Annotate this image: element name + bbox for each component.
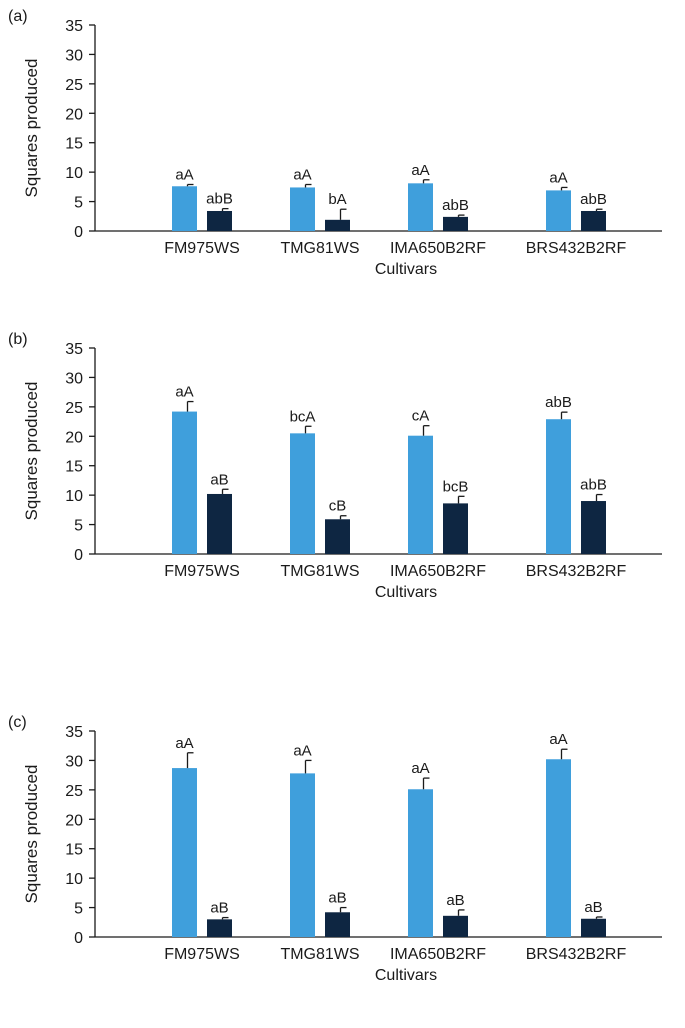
chart-0-y-tick-label: 0: [74, 224, 83, 241]
chart-1-data-label-s1-2: bcB: [443, 478, 469, 495]
chart-0-bar-s1-2: [443, 216, 468, 231]
chart-2-y-tick-label: 0: [74, 930, 83, 947]
chart-0-y-tick-label: 15: [65, 136, 83, 153]
chart-2-data-label-s0-3: aA: [549, 731, 567, 748]
chart-1-data-label-s1-0: aB: [210, 471, 228, 488]
chart-1-bar-s1-2: [443, 503, 468, 554]
chart-2-bar-s1-3: [581, 918, 606, 937]
chart-0-x-axis-title: Cultivars: [375, 261, 437, 278]
chart-1-bar-s0-2: [408, 435, 433, 554]
chart-1-x-axis-title: Cultivars: [375, 584, 437, 601]
chart-1-y-tick-label: 25: [65, 400, 83, 417]
chart-2-y-tick-label: 20: [65, 812, 83, 829]
chart-1-y-tick-label: 35: [65, 341, 83, 358]
chart-2-data-label-s0-2: aA: [411, 760, 429, 777]
chart-0-y-tick-label: 35: [65, 18, 83, 35]
chart-1-bar-s1-1: [325, 519, 350, 554]
chart-0-y-tick-label: 10: [65, 165, 83, 182]
chart-0-data-label-s1-3: abB: [580, 191, 607, 208]
chart-2-bar-s1-0: [207, 919, 232, 937]
chart-0-x-tick-label: FM975WS: [164, 240, 240, 257]
chart-1-y-tick-label: 15: [65, 459, 83, 476]
chart-2-y-tick-label: 35: [65, 724, 83, 741]
chart-1-x-tick-label: TMG81WS: [280, 563, 359, 580]
chart-0-panel-label: (a): [8, 8, 28, 25]
chart-2-data-label-s0-1: aA: [293, 742, 311, 759]
chart-2-x-tick-label: BRS432B2RF: [526, 946, 627, 963]
chart-2-bar-s1-1: [325, 912, 350, 937]
chart-1-x-tick-label: FM975WS: [164, 563, 240, 580]
chart-0-bar-s1-0: [207, 210, 232, 231]
chart-2-bar-s0-0: [172, 768, 197, 937]
chart-1-bar-s0-3: [546, 419, 571, 554]
chart-0-bar-s0-1: [290, 187, 315, 231]
chart-1-data-label-s0-0: aA: [175, 384, 193, 401]
chart-0-y-tick-label: 30: [65, 47, 83, 64]
chart-1-bar-s1-0: [207, 493, 232, 554]
chart-1-bar-s0-0: [172, 411, 197, 554]
chart-0-bar-s0-0: [172, 186, 197, 231]
chart-0-bar-s0-3: [546, 190, 571, 231]
chart-0-bar-s0-2: [408, 183, 433, 231]
chart-0-data-label-s1-2: abB: [442, 197, 469, 214]
chart-0-data-label-s1-1: bA: [328, 191, 346, 208]
chart-0-data-label-s1-0: abB: [206, 191, 233, 208]
chart-0-bar-s1-1: [325, 219, 350, 231]
chart-0-data-label-s0-0: aA: [175, 167, 193, 184]
chart-1-panel-label: (b): [8, 331, 28, 348]
chart-2-y-tick-label: 25: [65, 783, 83, 800]
chart-1-y-tick-label: 10: [65, 488, 83, 505]
chart-1-data-label-s0-3: abB: [545, 394, 572, 411]
chart-2-y-axis-title: Squares produced: [22, 765, 41, 904]
chart-1-data-label-s0-2: cA: [412, 408, 430, 425]
chart-0-x-tick-label: IMA650B2RF: [390, 240, 486, 257]
chart-2-data-label-s0-0: aA: [175, 735, 193, 752]
chart-0-y-tick-label: 20: [65, 106, 83, 123]
chart-0-y-tick-label: 5: [74, 195, 83, 212]
chart-1-x-tick-label: BRS432B2RF: [526, 563, 627, 580]
chart-2-bar-s0-2: [408, 789, 433, 937]
chart-0-x-tick-label: BRS432B2RF: [526, 240, 627, 257]
chart-2-data-label-s1-2: aB: [446, 892, 464, 909]
chart-1-data-label-s1-1: cB: [329, 498, 347, 515]
chart-2-x-axis-title: Cultivars: [375, 967, 437, 984]
chart-2-y-tick-label: 10: [65, 871, 83, 888]
chart-0-data-label-s0-1: aA: [293, 167, 311, 184]
chart-2-bar-s0-1: [290, 773, 315, 937]
chart-1-data-label-s0-1: bcA: [290, 408, 316, 425]
chart-0-data-label-s0-2: aA: [411, 162, 429, 179]
chart-1-y-tick-label: 20: [65, 429, 83, 446]
chart-1-y-tick-label: 30: [65, 370, 83, 387]
chart-2-panel-label: (c): [8, 714, 27, 731]
chart-2-data-label-s1-0: aB: [210, 900, 228, 917]
chart-2-x-tick-label: TMG81WS: [280, 946, 359, 963]
chart-1-bar-s1-3: [581, 501, 606, 554]
chart-0-x-tick-label: TMG81WS: [280, 240, 359, 257]
chart-2-data-label-s1-3: aB: [584, 899, 602, 916]
chart-1-bar-s0-1: [290, 433, 315, 554]
chart-2-bar-s0-3: [546, 759, 571, 937]
chart-0-bar-s1-3: [581, 210, 606, 231]
chart-1-y-tick-label: 0: [74, 547, 83, 564]
chart-2-x-tick-label: FM975WS: [164, 946, 240, 963]
chart-0-y-tick-label: 25: [65, 77, 83, 94]
chart-1-y-axis-title: Squares produced: [22, 382, 41, 521]
chart-2-y-tick-label: 15: [65, 842, 83, 859]
chart-2-data-label-s1-1: aB: [328, 890, 346, 907]
chart-2-bar-s1-2: [443, 915, 468, 937]
chart-1-y-tick-label: 5: [74, 518, 83, 535]
chart-1-data-label-s1-3: abB: [580, 477, 607, 494]
chart-0-data-label-s0-3: aA: [549, 169, 567, 186]
chart-1-x-tick-label: IMA650B2RF: [390, 563, 486, 580]
chart-2-y-tick-label: 30: [65, 753, 83, 770]
chart-2-y-tick-label: 5: [74, 901, 83, 918]
chart-0-y-axis-title: Squares produced: [22, 59, 41, 198]
chart-2-x-tick-label: IMA650B2RF: [390, 946, 486, 963]
